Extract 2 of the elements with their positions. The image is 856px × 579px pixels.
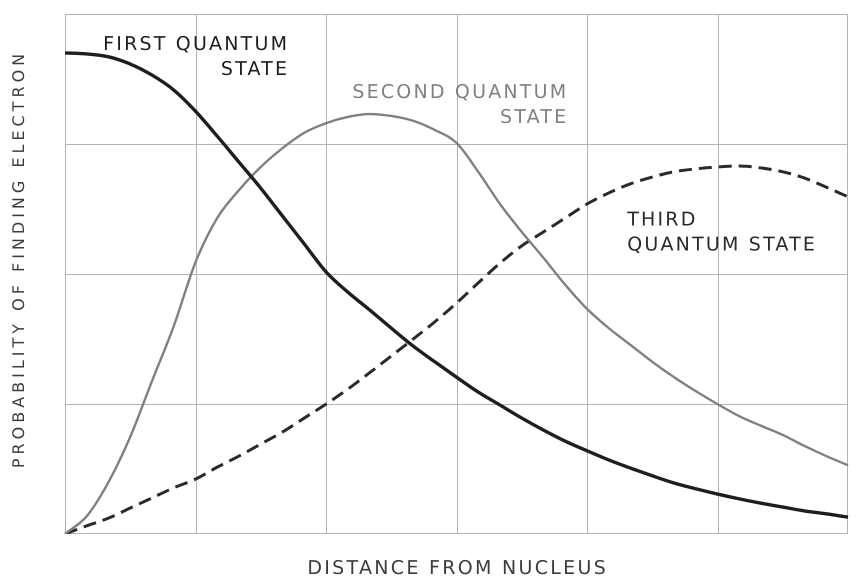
y-axis-title: PROBABILITY OF FINDING ELECTRON: [9, 50, 28, 468]
x-axis-title: DISTANCE FROM NUCLEUS: [307, 556, 608, 579]
